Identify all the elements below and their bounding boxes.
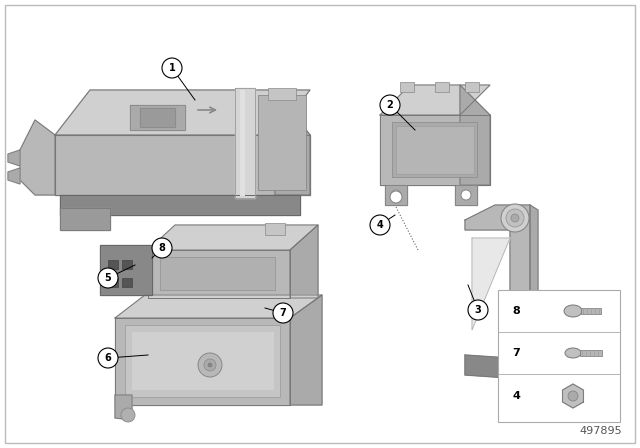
Polygon shape [385, 185, 407, 205]
Circle shape [121, 408, 135, 422]
Ellipse shape [565, 348, 581, 358]
Circle shape [391, 190, 401, 200]
Text: 8: 8 [512, 306, 520, 316]
Text: 7: 7 [512, 348, 520, 358]
Bar [122, 278, 132, 287]
Polygon shape [530, 205, 538, 360]
Polygon shape [235, 88, 255, 198]
Text: 2: 2 [387, 100, 394, 110]
Bar [400, 82, 414, 92]
Polygon shape [472, 238, 510, 330]
Circle shape [98, 348, 118, 368]
Polygon shape [8, 150, 20, 166]
Polygon shape [60, 195, 300, 215]
Text: 497895: 497895 [579, 426, 622, 436]
Text: 8: 8 [159, 243, 165, 253]
Bar [160, 257, 275, 290]
Circle shape [162, 58, 182, 78]
Circle shape [461, 190, 471, 200]
Text: 4: 4 [376, 220, 383, 230]
Polygon shape [130, 105, 185, 130]
Bar [268, 88, 296, 100]
Polygon shape [290, 295, 322, 405]
Bar [498, 290, 620, 422]
Bar [125, 325, 280, 397]
Polygon shape [380, 115, 490, 185]
Polygon shape [55, 90, 310, 135]
Polygon shape [465, 205, 530, 360]
Bar [581, 308, 601, 314]
Bar [465, 82, 479, 92]
Polygon shape [380, 85, 490, 115]
Bar [108, 260, 118, 269]
Polygon shape [148, 250, 290, 298]
Bar [108, 278, 118, 287]
Circle shape [198, 353, 222, 377]
Bar [392, 122, 477, 177]
Polygon shape [55, 135, 310, 195]
Bar [580, 350, 602, 356]
Polygon shape [465, 355, 538, 380]
Circle shape [204, 359, 216, 371]
Polygon shape [275, 90, 310, 195]
Circle shape [208, 363, 212, 367]
Circle shape [390, 191, 402, 203]
Polygon shape [460, 85, 490, 185]
Circle shape [370, 215, 390, 235]
Text: 3: 3 [475, 305, 481, 315]
Ellipse shape [564, 305, 582, 317]
Polygon shape [148, 225, 318, 250]
Polygon shape [20, 120, 55, 195]
Bar [132, 332, 274, 390]
Polygon shape [8, 168, 20, 184]
Polygon shape [563, 384, 584, 408]
Polygon shape [100, 245, 152, 295]
Bar [265, 223, 285, 235]
Circle shape [568, 391, 578, 401]
Text: 5: 5 [104, 273, 111, 283]
Polygon shape [60, 208, 110, 230]
Bar [435, 82, 449, 92]
Polygon shape [455, 185, 477, 205]
Circle shape [380, 95, 400, 115]
Bar [396, 126, 474, 174]
Text: 7: 7 [280, 308, 286, 318]
Polygon shape [115, 318, 290, 405]
Text: 4: 4 [512, 391, 520, 401]
Bar [240, 90, 245, 196]
Circle shape [506, 209, 524, 227]
Bar [122, 260, 132, 269]
Polygon shape [115, 395, 132, 420]
Text: 1: 1 [168, 63, 175, 73]
Bar [258, 95, 306, 190]
Circle shape [152, 238, 172, 258]
Circle shape [468, 300, 488, 320]
Circle shape [98, 268, 118, 288]
Polygon shape [140, 108, 175, 127]
Circle shape [273, 303, 293, 323]
Text: 6: 6 [104, 353, 111, 363]
Circle shape [501, 204, 529, 232]
Circle shape [511, 214, 519, 222]
Polygon shape [290, 225, 318, 298]
Polygon shape [115, 295, 322, 318]
